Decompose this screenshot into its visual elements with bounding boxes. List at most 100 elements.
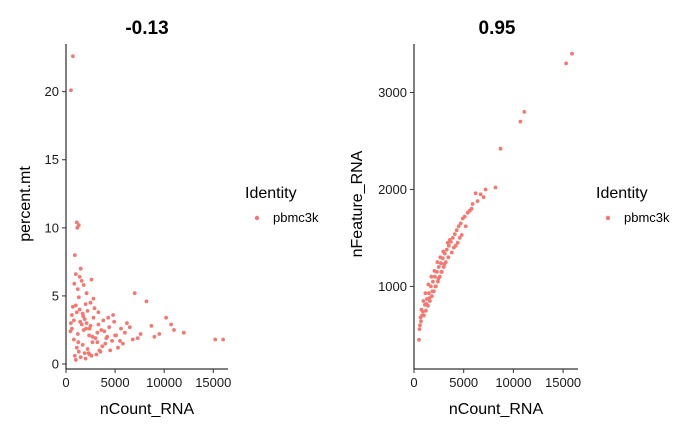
data-point [102, 329, 107, 334]
data-point [149, 324, 154, 328]
legend-entry-label: pbmc3k [273, 210, 319, 225]
data-point [469, 206, 474, 211]
data-point [84, 291, 89, 296]
data-point [221, 337, 226, 342]
data-point [91, 315, 96, 320]
data-point [152, 334, 157, 339]
chart-title: 0.95 [479, 18, 516, 39]
data-point [470, 202, 475, 206]
data-point [435, 260, 440, 265]
data-point [441, 265, 446, 269]
data-point [446, 243, 451, 248]
data-point [108, 348, 113, 353]
data-point [77, 307, 82, 312]
x-tick-label: 10000 [146, 375, 182, 390]
legend-entry-label: pbmc3k [624, 210, 670, 225]
data-point [103, 341, 108, 346]
data-point [426, 282, 431, 287]
data-point [74, 310, 79, 315]
data-point [456, 224, 461, 229]
data-point [83, 356, 88, 361]
data-point [445, 240, 450, 245]
data-point [76, 340, 81, 345]
data-point [78, 319, 83, 324]
data-point [127, 325, 132, 330]
data-point [436, 265, 441, 269]
data-point [436, 279, 440, 284]
data-point [107, 325, 112, 330]
data-point [417, 327, 422, 331]
data-point [570, 51, 574, 56]
data-point [97, 348, 102, 353]
data-point [96, 310, 101, 315]
data-point [432, 269, 437, 273]
data-point [78, 355, 83, 360]
data-point [138, 332, 143, 336]
data-point [465, 210, 470, 215]
data-point [78, 266, 83, 271]
data-point [73, 272, 78, 276]
data-point [95, 330, 100, 335]
data-point [421, 299, 426, 303]
data-point [83, 302, 88, 306]
y-tick-label: 15 [45, 152, 59, 167]
data-point [481, 195, 486, 200]
data-point [164, 315, 169, 320]
data-point [438, 255, 443, 260]
data-point [453, 243, 458, 248]
data-point [430, 289, 435, 294]
data-point [449, 250, 454, 255]
chart-title: -0.13 [125, 18, 168, 39]
data-point [89, 353, 94, 358]
data-point [130, 337, 135, 342]
data-point [82, 351, 87, 355]
data-point [72, 253, 77, 257]
scatter-panel-nfeature: 0.95 0 5000 10000 15000 1000 2000 3000 nCount_RN… [349, 18, 670, 418]
y-tick-label: 5 [52, 288, 59, 303]
data-point [213, 337, 218, 342]
y-tick-label: 10 [45, 220, 59, 235]
data-point [72, 281, 77, 286]
data-point [457, 236, 462, 240]
data-point [444, 247, 449, 252]
data-point [81, 283, 86, 287]
data-point [99, 328, 104, 332]
y-tick-label: 2000 [378, 182, 407, 197]
data-point [458, 221, 463, 226]
data-point [80, 343, 85, 347]
data-point [144, 299, 149, 304]
data-point [72, 318, 76, 323]
data-point [72, 353, 77, 358]
data-point [110, 339, 114, 343]
y-tick-label: 0 [52, 357, 59, 372]
x-tick-label: 5000 [101, 375, 130, 390]
data-point [85, 309, 90, 313]
data-point [172, 328, 176, 332]
data-point [100, 344, 105, 349]
data-point [76, 349, 81, 354]
data-point [422, 313, 426, 318]
data-point [86, 351, 91, 355]
data-point [75, 332, 80, 336]
data-point [427, 291, 431, 296]
data-point [123, 330, 127, 335]
data-point [450, 236, 455, 240]
legend-key [605, 215, 611, 221]
data-point [88, 324, 93, 328]
data-point [493, 185, 498, 190]
data-point [132, 291, 137, 296]
data-point [92, 306, 97, 311]
data-point [93, 336, 98, 340]
data-point [118, 339, 122, 343]
x-tick-label: 0 [410, 375, 417, 390]
data-point [454, 228, 459, 233]
data-point [417, 337, 421, 342]
data-point [446, 255, 451, 260]
data-point [95, 340, 100, 345]
data-point [70, 326, 74, 331]
data-point [423, 291, 428, 296]
data-point [84, 326, 88, 331]
data-point [483, 187, 488, 192]
data-point [433, 274, 437, 279]
